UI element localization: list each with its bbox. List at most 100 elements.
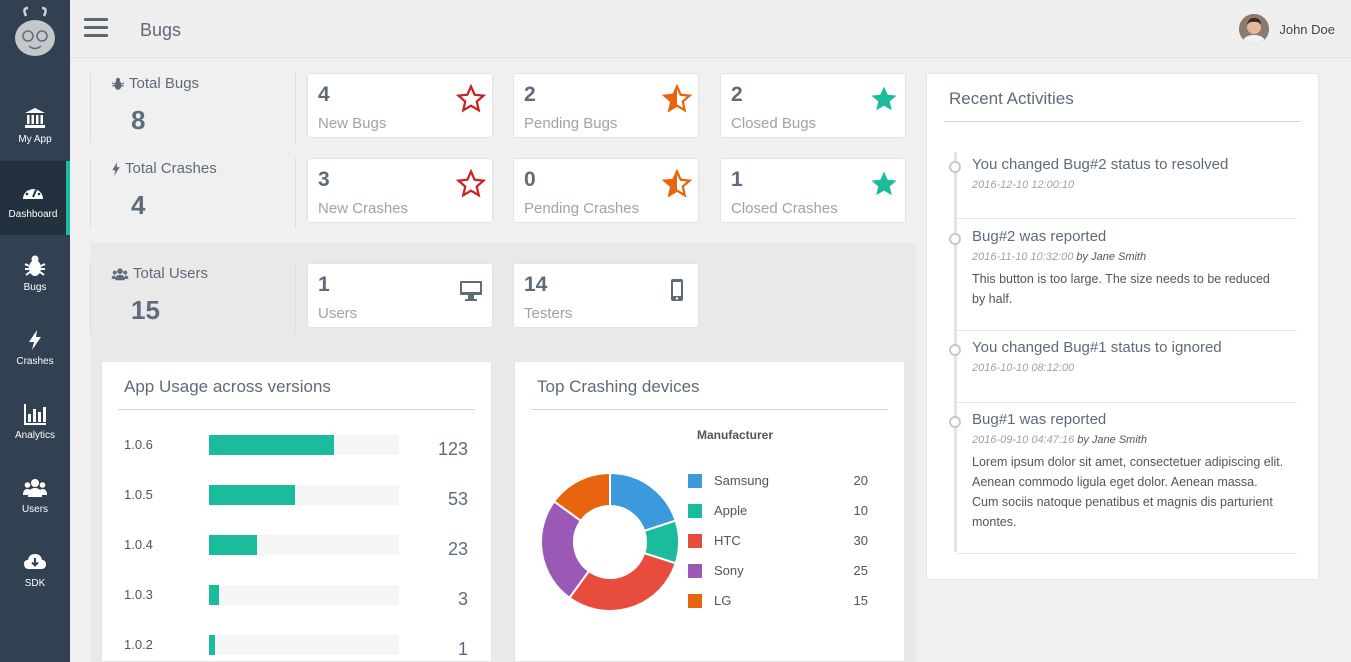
legend-item[interactable]: HTC 30 [688,533,878,549]
version-label: 1.0.4 [124,537,153,552]
users-label: Users [318,305,358,322]
donut-chart [540,471,680,612]
avatar-icon [1239,14,1270,44]
version-label: 1.0.5 [124,487,153,502]
legend-item[interactable]: Apple 10 [688,503,878,519]
legend-item[interactable]: LG 15 [688,593,878,609]
usage-bar-fill [209,585,219,605]
activity-date: 2016-09-10 04:47:16 [972,434,1075,446]
activity-body: This button is too large. The size needs… [972,272,1270,306]
version-label: 1.0.3 [124,587,153,602]
activity-date: 2016-11-10 10:32:00 [972,251,1074,263]
sidebar-item-label: Analytics [14,430,55,441]
sidebar-item-label: SDK [24,578,46,589]
mobile-phone-icon [671,279,683,301]
star-filled-icon [871,171,897,196]
star-filled-icon [871,86,897,111]
legend-title: Manufacturer [697,428,774,442]
page-title: Bugs [140,20,182,40]
legend-item[interactable]: Samsung 20 [688,473,878,489]
pending-bugs-card[interactable]: 2 Pending Bugs [513,73,699,138]
divider [118,409,475,410]
donut-slice-lg[interactable] [552,471,611,523]
total-users-summary: Total Users 15 [90,263,296,333]
sidebar-item-analytics[interactable]: Analytics [0,388,70,462]
usage-bar-fill [209,435,334,455]
users-count: 1 [318,273,330,296]
closed-crashes-card[interactable]: 1 Closed Crashes [720,158,906,223]
app-logo[interactable] [12,6,58,58]
users-icon [111,267,129,280]
top-crashing-devices-panel: Top Crashing devices Manufacturer Samsun… [514,361,905,662]
activity-date: 2016-12-10 12:00:10 [972,179,1075,191]
legend-item[interactable]: Sony 25 [688,563,878,579]
legend-value: 20 [853,473,868,488]
closed-bugs-card[interactable]: 2 Closed Bugs [720,73,906,138]
sidebar-item-label: Dashboard [8,209,58,220]
cloud-download-icon [24,554,46,569]
donut-slice-htc[interactable] [568,551,677,612]
usage-bar-track [209,535,399,555]
version-label: 1.0.2 [124,637,153,652]
donut-slice-samsung[interactable] [609,471,677,533]
usage-row: 1.0.4 23 [102,535,492,559]
users-card[interactable]: 1 Users [307,263,493,328]
activity-meta: 2016-11-10 10:32:00 by Jane Smith [972,251,1146,263]
legend-label: Sony [714,563,744,578]
activity-date: 2016-10-10 08:12:00 [972,362,1075,374]
new-crashes-count: 3 [318,168,330,191]
new-bugs-card[interactable]: 4 New Bugs [307,73,493,138]
usage-value: 53 [447,489,468,509]
activity-title: You changed Bug#2 status to resolved [972,156,1229,173]
version-label: 1.0.6 [124,437,153,452]
legend-swatch [688,474,702,488]
usage-bar-fill [209,535,257,555]
hamburger-menu-icon[interactable] [84,18,108,38]
sidebar-item-label: Users [21,504,49,515]
testers-count: 14 [524,273,548,296]
usage-bar-fill [209,485,295,505]
new-crashes-card[interactable]: 3 New Crashes [307,158,493,223]
divider [957,553,1297,554]
total-crashes-value: 4 [131,190,146,220]
legend-value: 30 [853,533,868,548]
star-outline-icon [456,84,486,113]
star-outline-icon [456,169,486,198]
bar-chart-icon [24,404,46,425]
pending-crashes-count: 0 [524,168,536,191]
sidebar-item-my-app[interactable]: My App [0,92,70,166]
users-icon [23,479,47,497]
activity-author: Jane Smith [1091,251,1147,263]
total-crashes-label: Total Crashes [111,160,217,177]
sidebar-item-label: Crashes [16,356,54,367]
legend-value: 25 [853,563,868,578]
bolt-icon [112,161,120,176]
top-crashing-title: Top Crashing devices [537,377,700,396]
divider [531,409,888,410]
pending-crashes-card[interactable]: 0 Pending Crashes [513,158,699,223]
usage-value: 23 [447,539,468,559]
total-bugs-summary: Total Bugs 8 [90,73,296,143]
sidebar-item-sdk[interactable]: SDK [0,536,70,610]
legend-swatch [688,594,702,608]
star-half-icon [662,84,692,113]
usage-bar-track [209,485,399,505]
activity-title: You changed Bug#1 status to ignored [972,339,1222,356]
sidebar-item-bugs[interactable]: Bugs [0,240,70,314]
avatar [1239,14,1270,44]
total-users-text: Total Users [133,265,209,282]
sidebar-item-dashboard[interactable]: Dashboard [0,161,70,235]
usage-row: 1.0.5 53 [102,485,492,509]
activity-meta: 2016-09-10 04:47:16 by Jane Smith [972,434,1147,446]
testers-label: Testers [524,305,573,322]
activity-title: Bug#2 was reported [972,228,1107,245]
user-menu[interactable]: John Doe [1239,14,1335,44]
activity-title: Bug#1 was reported [972,411,1107,428]
total-crashes-summary: Total Crashes 4 [90,158,296,228]
sidebar-item-crashes[interactable]: Crashes [0,314,70,388]
divider [957,402,1297,403]
dashboard-icon [23,185,43,199]
sidebar-item-users[interactable]: Users [0,462,70,536]
testers-card[interactable]: 14 Testers [513,263,699,328]
usage-value: 123 [437,439,468,459]
